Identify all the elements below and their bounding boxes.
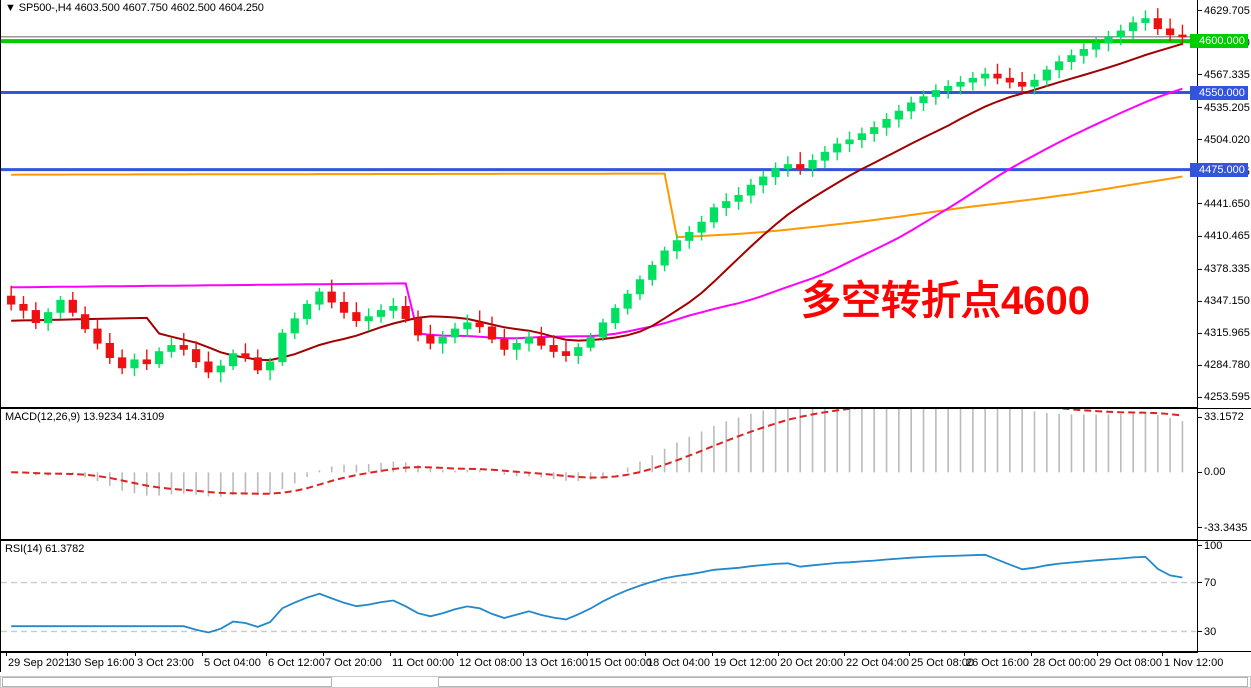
time-axis-label: 12 Oct 08:00 (459, 657, 522, 669)
time-tick-mark (1097, 652, 1098, 656)
time-axis-label: 15 Oct 00:00 (589, 657, 652, 669)
time-tick-mark (645, 652, 646, 656)
price-tick: 4504.020 (1198, 134, 1250, 146)
time-tick-mark (135, 652, 136, 656)
macd-tick: 0.00 (1198, 466, 1225, 478)
price-plot (1, 8, 1196, 383)
price-tick: 4567.335 (1198, 69, 1250, 81)
time-tick-mark (6, 652, 7, 656)
time-tick-mark (964, 652, 965, 656)
price-tick: 4378.335 (1198, 263, 1250, 275)
time-tick-mark (202, 652, 203, 656)
time-tick-mark (323, 652, 324, 656)
time-axis-label: 7 Oct 20:00 (325, 657, 382, 669)
scrollbar-thumb[interactable] (2, 677, 332, 687)
rsi-canvas[interactable] (1, 541, 1197, 651)
rsi-plot (1, 553, 1196, 634)
time-axis-label: 13 Oct 16:00 (525, 657, 588, 669)
time-axis[interactable]: 29 Sep 2021 30 Sep 16:00 3 Oct 23:00 5 Oct … (0, 652, 1223, 672)
rsi-scale[interactable]: 100 70 30 (1197, 540, 1251, 652)
price-tick: 4315.965 (1198, 327, 1250, 339)
triangle-down-icon[interactable]: ▼ (5, 2, 16, 14)
macd-scale[interactable]: 33.1572 0.00 -33.3435 (1197, 408, 1251, 540)
time-tick-mark (266, 652, 267, 656)
time-axis-label: 26 Oct 16:00 (966, 657, 1029, 669)
price-tick: 4253.595 (1198, 391, 1250, 403)
time-axis-label: 5 Oct 04:00 (204, 657, 261, 669)
time-axis-label: 1 Nov 12:00 (1164, 657, 1224, 669)
time-axis-label: 20 Oct 20:00 (780, 657, 843, 669)
price-tick: 4535.205 (1198, 102, 1250, 114)
time-axis-rule (1, 652, 1198, 653)
time-axis-label: 19 Oct 12:00 (714, 657, 777, 669)
price-tick: 4284.780 (1198, 359, 1250, 371)
price-level-badge[interactable]: 4600.000 (1190, 34, 1248, 49)
price-tick: 4441.650 (1198, 198, 1250, 210)
time-tick-mark (67, 652, 68, 656)
price-scale[interactable]: 4629.7054598.5204567.3354535.2054504.020… (1190, 0, 1251, 408)
time-axis-label: 3 Oct 23:00 (137, 657, 194, 669)
time-tick-mark (844, 652, 845, 656)
macd-tick: 33.1572 (1198, 411, 1244, 423)
time-tick-mark (457, 652, 458, 656)
rsi-tick: 30 (1198, 625, 1216, 637)
time-axis-label: 22 Oct 04:00 (846, 657, 909, 669)
price-level-badge[interactable]: 4550.000 (1190, 85, 1248, 100)
price-tick: 4629.705 (1198, 5, 1250, 17)
time-axis-label: 11 Oct 00:00 (392, 657, 455, 669)
time-tick-mark (1162, 652, 1163, 656)
macd-tick: -33.3435 (1198, 522, 1247, 534)
scrollbar-thumb-secondary[interactable] (438, 677, 1248, 687)
time-axis-label: 28 Oct 00:00 (1033, 657, 1096, 669)
price-canvas[interactable] (1, 0, 1197, 407)
macd-canvas[interactable] (1, 409, 1197, 539)
time-axis-label: 25 Oct 08:00 (911, 657, 974, 669)
symbol-header-text: SP500-,H4 4603.500 4607.750 4602.500 460… (18, 2, 264, 14)
price-tick: 4347.150 (1198, 295, 1250, 307)
price-tick: 4410.465 (1198, 230, 1250, 242)
macd-plot (11, 409, 1184, 497)
time-axis-label: 18 Oct 04:00 (647, 657, 710, 669)
symbol-header: ▼ SP500-,H4 4603.500 4607.750 4602.500 4… (5, 2, 264, 14)
time-tick-mark (909, 652, 910, 656)
price-level-badge[interactable]: 4475.000 (1190, 162, 1248, 177)
macd-label: MACD(12,26,9) 13.9234 14.3109 (5, 411, 165, 423)
rsi-label: RSI(14) 61.3782 (5, 543, 85, 555)
time-tick-mark (390, 652, 391, 656)
time-tick-mark (778, 652, 779, 656)
macd-pane[interactable]: MACD(12,26,9) 13.9234 14.3109 (0, 408, 1197, 540)
time-axis-label: 29 Oct 08:00 (1099, 657, 1162, 669)
time-tick-mark (1031, 652, 1032, 656)
rsi-pane[interactable]: RSI(14) 61.3782 (0, 540, 1197, 652)
time-tick-mark (523, 652, 524, 656)
rsi-tick: 100 (1198, 540, 1222, 552)
horizontal-scrollbar[interactable] (0, 676, 1251, 688)
chart-annotation: 多空转折点4600 (801, 279, 1090, 323)
time-tick-mark (587, 652, 588, 656)
time-axis-label: 30 Sep 16:00 (69, 657, 135, 669)
time-axis-label: 6 Oct 12:00 (268, 657, 325, 669)
time-tick-mark (712, 652, 713, 656)
price-pane[interactable]: ▼ SP500-,H4 4603.500 4607.750 4602.500 4… (0, 0, 1197, 408)
time-axis-label: 29 Sep 2021 (8, 657, 71, 669)
rsi-tick: 70 (1198, 577, 1216, 589)
